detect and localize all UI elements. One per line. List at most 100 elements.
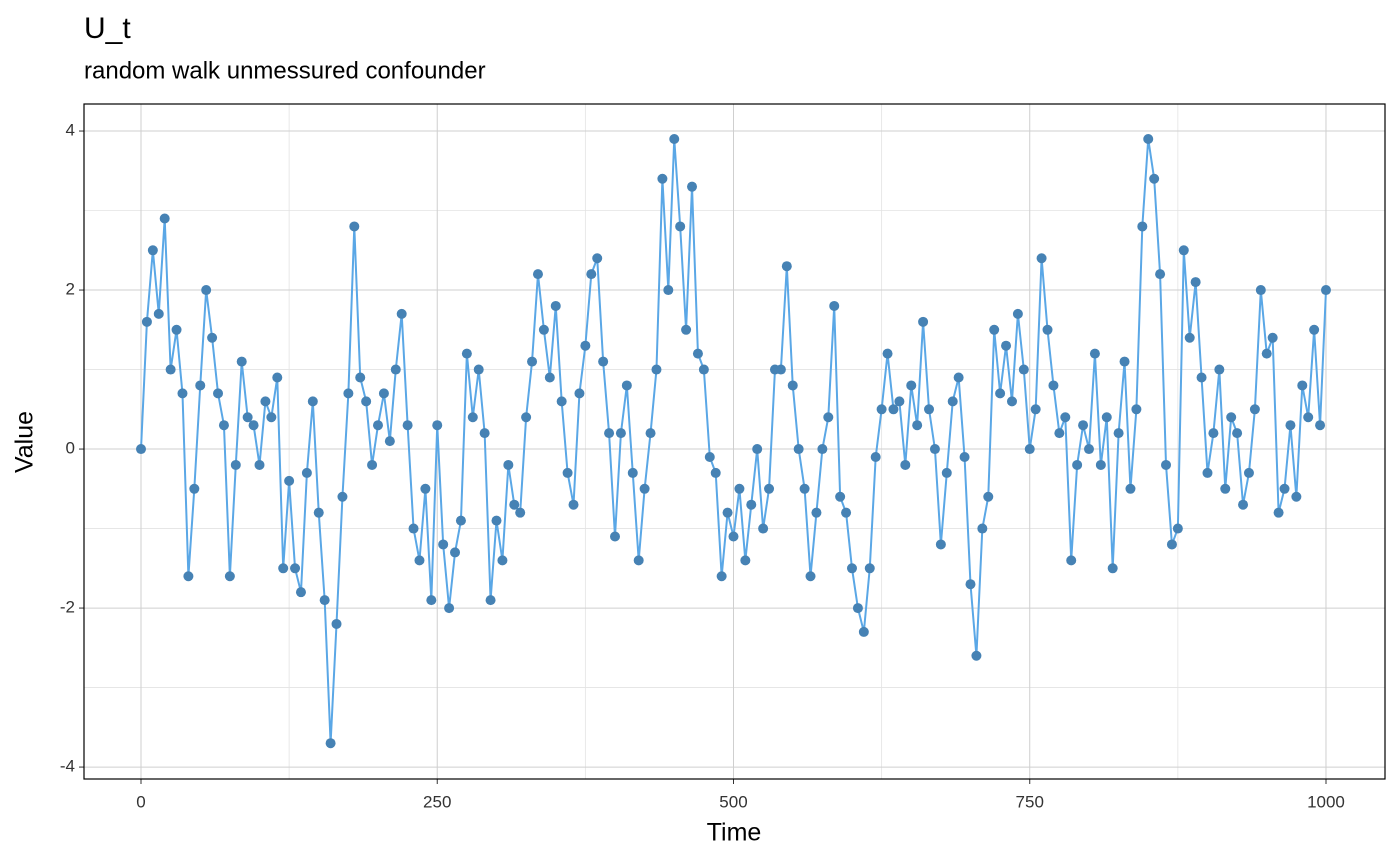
data-point (1048, 380, 1059, 391)
data-point (242, 412, 253, 423)
data-point (692, 348, 703, 359)
data-point (621, 380, 632, 391)
data-point (141, 316, 152, 327)
data-point (704, 452, 715, 463)
data-point (1315, 420, 1326, 431)
data-point (550, 300, 561, 311)
data-point (266, 412, 277, 423)
data-point (1119, 356, 1130, 367)
data-point (201, 285, 212, 296)
data-point (331, 618, 342, 629)
data-point (1036, 253, 1047, 264)
data-point (479, 428, 490, 439)
data-point (171, 324, 182, 335)
data-point (799, 483, 810, 494)
data-point (402, 420, 413, 431)
data-point (183, 571, 194, 582)
data-point (959, 452, 970, 463)
data-point (894, 396, 905, 407)
data-point (159, 213, 170, 224)
data-point (1155, 269, 1166, 280)
data-point (929, 444, 940, 455)
data-point (461, 348, 472, 359)
data-point (1261, 348, 1272, 359)
data-point (1238, 499, 1249, 510)
data-point (1089, 348, 1100, 359)
data-point (230, 459, 241, 470)
data-point (580, 340, 591, 351)
data-point (598, 356, 609, 367)
data-point (1018, 364, 1029, 375)
data-point (254, 459, 265, 470)
x-tick-label: 500 (719, 792, 747, 811)
data-point (295, 587, 306, 598)
data-point (438, 539, 449, 550)
data-point (189, 483, 200, 494)
x-tick-label: 750 (1016, 792, 1044, 811)
data-point (764, 483, 775, 494)
data-point (1161, 459, 1172, 470)
data-point (947, 396, 958, 407)
y-tick-label: 0 (66, 439, 75, 458)
chart-title: U_t (84, 12, 131, 45)
data-point (147, 245, 158, 256)
plot-border (83, 103, 1386, 780)
data-point (740, 555, 751, 566)
data-point (651, 364, 662, 375)
data-point (983, 491, 994, 502)
data-point (396, 308, 407, 319)
data-point (728, 531, 739, 542)
data-point (870, 452, 881, 463)
data-point (1291, 491, 1302, 502)
data-point (562, 467, 573, 478)
data-point (586, 269, 597, 280)
data-point (1273, 507, 1284, 518)
data-point (272, 372, 283, 383)
data-point (450, 547, 461, 558)
data-point (663, 285, 674, 296)
data-point (1255, 285, 1266, 296)
data-point (420, 483, 431, 494)
data-point (841, 507, 852, 518)
data-point (278, 563, 289, 574)
data-point (787, 380, 798, 391)
data-point (823, 412, 834, 423)
data-point (1243, 467, 1254, 478)
data-point (378, 388, 389, 399)
data-point (846, 563, 857, 574)
data-point (568, 499, 579, 510)
data-point (1220, 483, 1231, 494)
data-point (609, 531, 620, 542)
data-point (177, 388, 188, 399)
data-point (864, 563, 875, 574)
data-point (900, 459, 911, 470)
data-point (1101, 412, 1112, 423)
data-point (924, 404, 935, 415)
data-point (888, 404, 899, 415)
data-point (165, 364, 176, 375)
data-point (1125, 483, 1136, 494)
data-point (681, 324, 692, 335)
data-point (817, 444, 828, 455)
data-point (835, 491, 846, 502)
data-point (248, 420, 259, 431)
data-point (1078, 420, 1089, 431)
data-point (977, 523, 988, 534)
data-point (645, 428, 656, 439)
data-point (746, 499, 757, 510)
data-point (1178, 245, 1189, 256)
data-point (1012, 308, 1023, 319)
data-point (1196, 372, 1207, 383)
y-tick-label: -2 (60, 598, 75, 617)
data-point (301, 467, 312, 478)
data-point (1054, 428, 1065, 439)
data-point (497, 555, 508, 566)
data-point (384, 436, 395, 447)
data-point (1083, 444, 1094, 455)
data-point (414, 555, 425, 566)
data-point (1320, 285, 1331, 296)
data-point (805, 571, 816, 582)
data-point (734, 483, 745, 494)
data-point (1190, 277, 1201, 288)
data-point (989, 324, 1000, 335)
